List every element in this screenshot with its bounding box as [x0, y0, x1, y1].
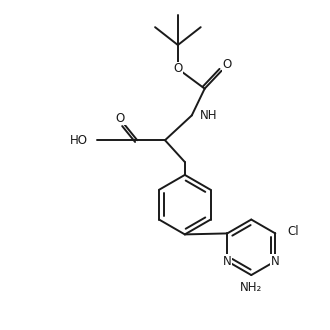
Text: NH: NH: [200, 109, 217, 122]
Text: Cl: Cl: [287, 225, 299, 238]
Text: O: O: [223, 58, 232, 71]
Text: N: N: [271, 255, 280, 268]
Text: O: O: [116, 112, 125, 125]
Text: O: O: [173, 62, 182, 75]
Text: NH₂: NH₂: [240, 281, 262, 294]
Text: HO: HO: [70, 134, 88, 147]
Text: N: N: [223, 255, 232, 268]
